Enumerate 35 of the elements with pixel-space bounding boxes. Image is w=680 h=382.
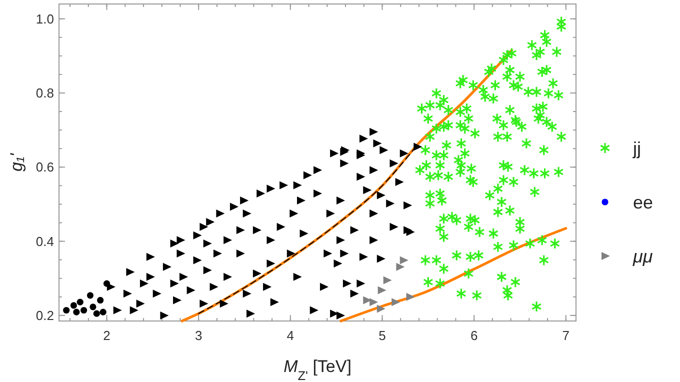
legend-label: μμ xyxy=(632,246,653,266)
legend-label: jj xyxy=(632,138,641,158)
point xyxy=(80,306,88,314)
point xyxy=(63,306,70,314)
point xyxy=(86,292,94,299)
x-tick-label: 4 xyxy=(286,328,294,343)
point xyxy=(383,276,392,284)
x-tick-label: 5 xyxy=(378,328,386,343)
point xyxy=(376,304,386,313)
point xyxy=(400,256,408,264)
point xyxy=(73,308,80,316)
point xyxy=(406,292,415,301)
point xyxy=(392,298,400,306)
point xyxy=(378,286,386,294)
y-tick-label: 0.2 xyxy=(36,308,54,323)
x-tick-label: 6 xyxy=(470,328,478,343)
point xyxy=(370,298,378,306)
x-axis-title: M$_{Z'}$ [TeV] xyxy=(284,357,352,382)
point xyxy=(396,262,405,271)
legend-label: ee xyxy=(633,192,654,212)
x-tick-label: 2 xyxy=(103,328,110,343)
point xyxy=(93,310,100,317)
line-series xyxy=(340,227,568,322)
point xyxy=(76,298,84,306)
y-axis-title: g₁' xyxy=(7,152,26,172)
x-tick-label: 3 xyxy=(194,328,202,343)
y-tick-label: 0.6 xyxy=(36,160,54,175)
point xyxy=(97,296,104,304)
point xyxy=(70,302,77,309)
point xyxy=(90,304,96,310)
y-tick-label: 0.8 xyxy=(36,86,54,101)
x-tick-label: 7 xyxy=(562,328,570,343)
y-tick-label: 1.0 xyxy=(36,11,54,26)
y-tick-label: 0.4 xyxy=(36,234,54,249)
point xyxy=(100,308,106,316)
